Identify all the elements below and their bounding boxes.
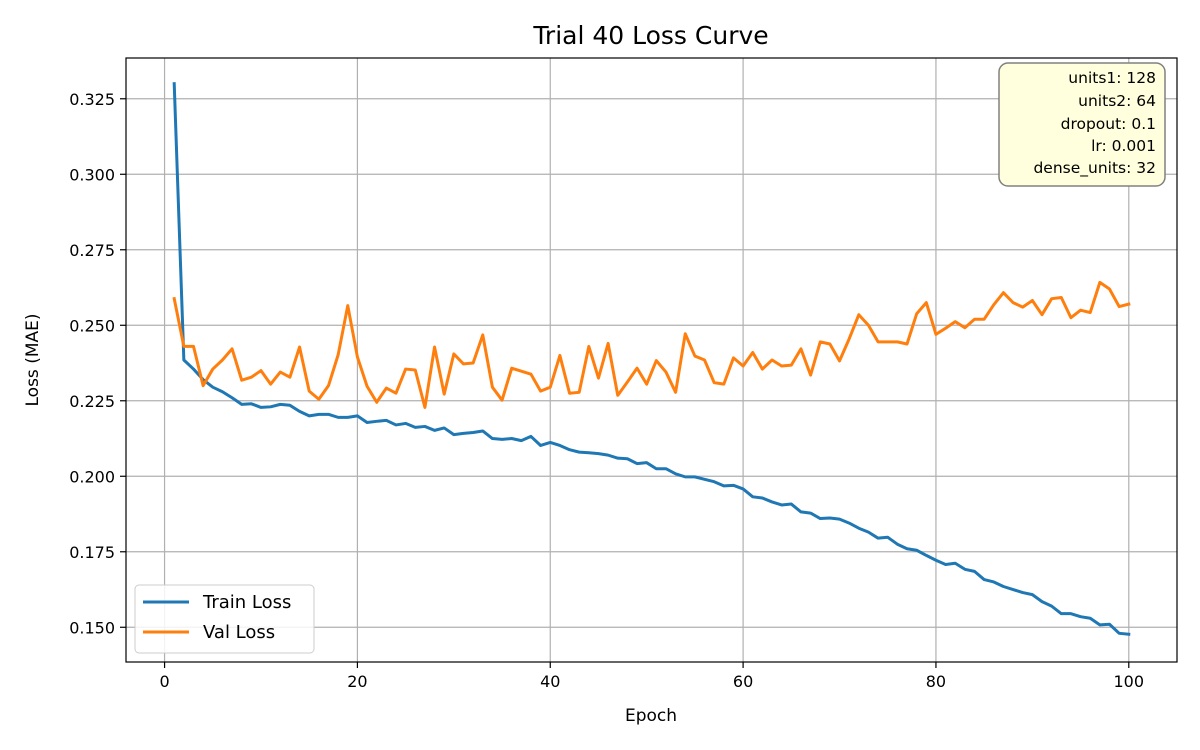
annotation-line: dropout: 0.1 <box>1061 115 1156 133</box>
annotation-line: units2: 64 <box>1078 92 1156 110</box>
x-tick-label: 0 <box>159 672 169 691</box>
x-tick-label: 40 <box>540 672 560 691</box>
chart-title: Trial 40 Loss Curve <box>532 21 768 50</box>
y-tick-label: 0.325 <box>69 90 115 109</box>
legend-label-train: Train Loss <box>202 592 291 613</box>
x-axis-title: Epoch <box>625 706 677 726</box>
x-tick-label: 100 <box>1114 672 1145 691</box>
annotation-line: dense_units: 32 <box>1033 159 1156 178</box>
y-tick-label: 0.150 <box>69 618 115 637</box>
x-tick-label: 20 <box>347 672 367 691</box>
y-tick-label: 0.275 <box>69 241 115 260</box>
y-tick-label: 0.250 <box>69 316 115 335</box>
y-tick-label: 0.175 <box>69 543 115 562</box>
x-tick-label: 80 <box>926 672 946 691</box>
y-tick-label: 0.300 <box>69 165 115 184</box>
annotation-line: units1: 128 <box>1068 69 1156 87</box>
hyperparameter-annotation: units1: 128 units2: 64 dropout: 0.1 lr: … <box>999 63 1165 186</box>
annotation-line: lr: 0.001 <box>1091 137 1156 155</box>
y-tick-label: 0.225 <box>69 392 115 411</box>
y-axis-title: Loss (MAE) <box>23 314 43 407</box>
x-tick-label: 60 <box>733 672 753 691</box>
legend-label-val: Val Loss <box>203 622 275 643</box>
legend: Train Loss Val Loss <box>135 585 314 653</box>
y-tick-label: 0.200 <box>69 467 115 486</box>
